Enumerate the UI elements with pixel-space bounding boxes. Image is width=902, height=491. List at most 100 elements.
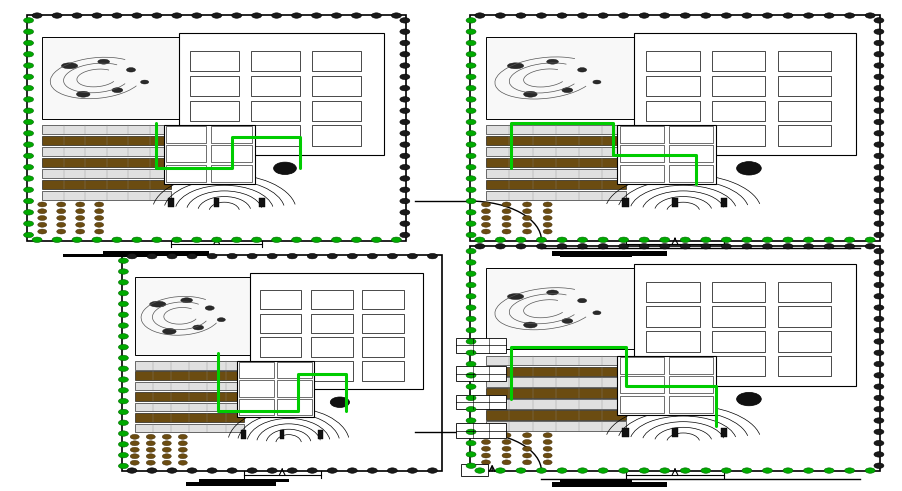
Bar xyxy=(42,169,171,178)
Circle shape xyxy=(72,13,82,18)
Circle shape xyxy=(542,460,551,465)
Circle shape xyxy=(118,399,128,404)
Circle shape xyxy=(400,63,410,68)
Bar xyxy=(619,165,663,182)
Bar xyxy=(777,101,830,121)
Circle shape xyxy=(481,222,490,227)
Circle shape xyxy=(311,237,321,243)
Circle shape xyxy=(23,232,33,238)
Bar xyxy=(311,101,361,121)
Circle shape xyxy=(291,13,301,18)
Circle shape xyxy=(782,244,792,249)
Circle shape xyxy=(23,142,33,147)
Circle shape xyxy=(465,210,475,215)
Bar xyxy=(311,76,361,96)
Bar xyxy=(646,331,699,352)
Bar xyxy=(251,101,299,121)
Circle shape xyxy=(577,468,587,473)
Circle shape xyxy=(400,131,410,136)
Bar xyxy=(42,125,171,134)
Circle shape xyxy=(679,468,689,473)
Circle shape xyxy=(152,13,161,18)
Circle shape xyxy=(515,237,525,243)
Circle shape xyxy=(741,237,751,243)
Circle shape xyxy=(127,253,137,259)
Circle shape xyxy=(873,452,883,457)
Circle shape xyxy=(387,468,397,473)
Circle shape xyxy=(400,176,410,181)
Circle shape xyxy=(118,377,128,382)
Circle shape xyxy=(761,468,771,473)
Circle shape xyxy=(465,108,475,113)
Circle shape xyxy=(132,237,142,243)
Circle shape xyxy=(873,282,883,288)
Bar xyxy=(179,33,383,155)
Circle shape xyxy=(522,453,531,458)
Circle shape xyxy=(803,237,813,243)
Circle shape xyxy=(736,392,760,406)
Circle shape xyxy=(824,468,833,473)
Circle shape xyxy=(515,468,525,473)
Bar xyxy=(668,126,713,143)
Circle shape xyxy=(118,388,128,393)
Circle shape xyxy=(187,253,197,259)
Bar xyxy=(619,396,663,412)
Circle shape xyxy=(391,237,400,243)
Circle shape xyxy=(597,244,607,249)
Bar xyxy=(777,356,830,377)
Circle shape xyxy=(76,222,85,227)
Circle shape xyxy=(465,153,475,159)
Bar xyxy=(134,371,244,380)
Circle shape xyxy=(400,74,410,80)
Circle shape xyxy=(659,13,669,18)
Circle shape xyxy=(23,187,33,192)
Circle shape xyxy=(400,40,410,46)
Circle shape xyxy=(542,229,551,234)
Circle shape xyxy=(721,244,731,249)
Circle shape xyxy=(267,468,277,473)
Bar xyxy=(310,290,353,309)
Circle shape xyxy=(273,162,296,174)
Bar xyxy=(720,198,726,207)
Ellipse shape xyxy=(217,318,226,322)
Bar xyxy=(485,410,625,420)
Circle shape xyxy=(873,187,883,192)
Ellipse shape xyxy=(77,91,90,97)
Circle shape xyxy=(873,429,883,435)
Circle shape xyxy=(465,221,475,226)
Circle shape xyxy=(873,52,883,57)
Ellipse shape xyxy=(507,63,523,69)
Circle shape xyxy=(465,384,475,389)
Ellipse shape xyxy=(141,80,149,84)
Circle shape xyxy=(112,13,122,18)
Circle shape xyxy=(400,97,410,102)
Circle shape xyxy=(597,468,607,473)
Ellipse shape xyxy=(61,63,78,69)
Circle shape xyxy=(618,237,628,243)
Circle shape xyxy=(700,13,710,18)
Bar xyxy=(456,338,505,353)
Circle shape xyxy=(522,460,531,465)
Bar xyxy=(134,392,244,401)
Circle shape xyxy=(427,468,437,473)
Circle shape xyxy=(864,237,874,243)
Circle shape xyxy=(367,253,377,259)
Circle shape xyxy=(557,244,566,249)
Circle shape xyxy=(407,253,417,259)
Circle shape xyxy=(515,13,525,18)
Circle shape xyxy=(474,468,484,473)
Circle shape xyxy=(118,453,128,458)
Circle shape xyxy=(659,237,669,243)
Bar xyxy=(485,136,625,145)
Circle shape xyxy=(76,216,85,220)
Circle shape xyxy=(873,210,883,215)
Circle shape xyxy=(367,468,377,473)
Circle shape xyxy=(824,13,833,18)
Circle shape xyxy=(741,468,751,473)
Bar xyxy=(251,76,299,96)
Bar xyxy=(711,76,765,96)
Circle shape xyxy=(502,216,511,220)
Circle shape xyxy=(618,468,628,473)
Circle shape xyxy=(873,463,883,468)
Bar xyxy=(186,482,275,487)
